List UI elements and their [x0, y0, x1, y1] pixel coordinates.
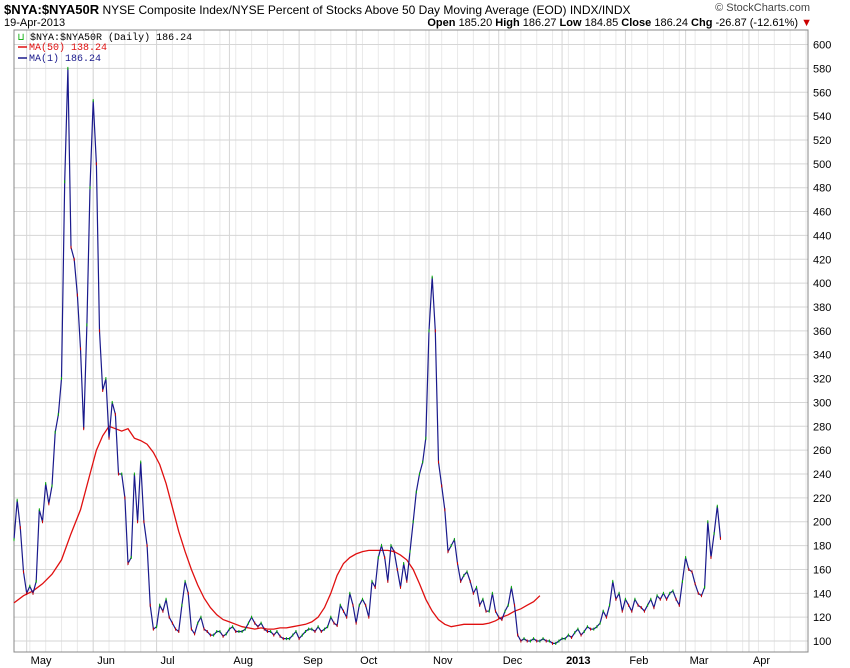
- x-tick-label: May: [31, 655, 52, 667]
- x-tick-label: Jun: [97, 655, 115, 667]
- high-value: 186.27: [522, 17, 557, 29]
- legend-main: $NYA:$NYA50R (Daily) 186.24: [30, 32, 192, 44]
- y-tick-label: 400: [813, 278, 831, 290]
- legend-ma50: MA(50) 138.24: [29, 42, 107, 54]
- y-tick-label: 120: [813, 612, 831, 624]
- x-tick-label: Nov: [433, 655, 453, 667]
- price-points: [13, 66, 721, 645]
- open-label: Open: [427, 17, 456, 29]
- low-label: Low: [559, 17, 582, 29]
- y-tick-label: 460: [813, 207, 831, 219]
- price-line: [13, 68, 722, 644]
- x-tick-label: Oct: [360, 655, 377, 667]
- symbol-description: NYSE Composite Index/NYSE Percent of Sto…: [102, 3, 631, 17]
- y-tick-label: 100: [813, 636, 831, 648]
- y-tick-label: 180: [813, 541, 831, 553]
- ma50-line: [13, 425, 541, 630]
- y-tick-label: 320: [813, 374, 831, 386]
- y-tick-label: 220: [813, 493, 831, 505]
- x-tick-label: 2013: [566, 655, 590, 667]
- legend: ⊔ $NYA:$NYA50R (Daily) 186.24 MA(50) 138…: [18, 32, 192, 65]
- date-label: 19-Apr-2013: [4, 17, 66, 29]
- x-tick-label: Jul: [161, 655, 175, 667]
- y-tick-label: 140: [813, 588, 831, 600]
- y-tick-label: 520: [813, 135, 831, 147]
- x-tick-label: Sep: [303, 655, 323, 667]
- close-label: Close: [621, 17, 652, 29]
- y-tick-label: 300: [813, 397, 831, 409]
- y-tick-label: 540: [813, 111, 831, 123]
- y-tick-label: 280: [813, 421, 831, 433]
- legend-ma1: MA(1) 186.24: [29, 53, 101, 65]
- close-value: 186.24: [654, 17, 688, 29]
- x-tick-label: Mar: [690, 655, 709, 667]
- x-tick-label: Dec: [503, 655, 523, 667]
- y-tick-label: 420: [813, 254, 831, 266]
- svg-text:⊔ $NYA:$NYA50R (Daily) 186.24: ⊔ $NYA:$NYA50R (Daily) 186.24: [18, 32, 192, 44]
- ohlc-readout: Open 185.20 High 186.27 Low 184.85 Close…: [427, 17, 812, 29]
- x-tick-label: Aug: [233, 655, 253, 667]
- y-tick-label: 380: [813, 302, 831, 314]
- chg-down-icon: ▼: [801, 17, 812, 29]
- y-tick-label: 200: [813, 517, 831, 529]
- x-tick-label: Apr: [753, 655, 770, 667]
- y-tick-label: 480: [813, 183, 831, 195]
- grid: [13, 30, 808, 652]
- brand-watermark: © StockCharts.com: [715, 2, 810, 14]
- y-tick-label: 260: [813, 445, 831, 457]
- chart-title: $NYA:$NYA50R NYSE Composite Index/NYSE P…: [4, 2, 631, 17]
- y-tick-label: 580: [813, 63, 831, 75]
- plot-frame: [13, 29, 809, 653]
- y-axis: 100 120 140 160 180 200 220 240 260 280 300 320 340 3…: [813, 40, 831, 648]
- y-tick-label: 360: [813, 326, 831, 338]
- chg-value: -26.87 (-12.61%): [715, 17, 799, 29]
- y-tick-label: 240: [813, 469, 831, 481]
- x-axis: May Jun Jul Aug Sep Oct Nov Dec 2013 Feb Mar Apr: [31, 655, 771, 667]
- high-label: High: [495, 17, 520, 29]
- y-tick-label: 500: [813, 159, 831, 171]
- y-tick-label: 340: [813, 350, 831, 362]
- x-tick-label: Feb: [629, 655, 648, 667]
- bars-icon: ⊔: [18, 33, 24, 44]
- y-tick-label: 160: [813, 564, 831, 576]
- symbol-label: $NYA:$NYA50R: [4, 2, 100, 17]
- y-tick-label: 440: [813, 230, 831, 242]
- y-tick-label: 560: [813, 87, 831, 99]
- low-value: 184.85: [584, 17, 619, 29]
- y-tick-label: 600: [813, 40, 831, 52]
- open-value: 185.20: [458, 17, 493, 29]
- chg-label: Chg: [691, 17, 713, 29]
